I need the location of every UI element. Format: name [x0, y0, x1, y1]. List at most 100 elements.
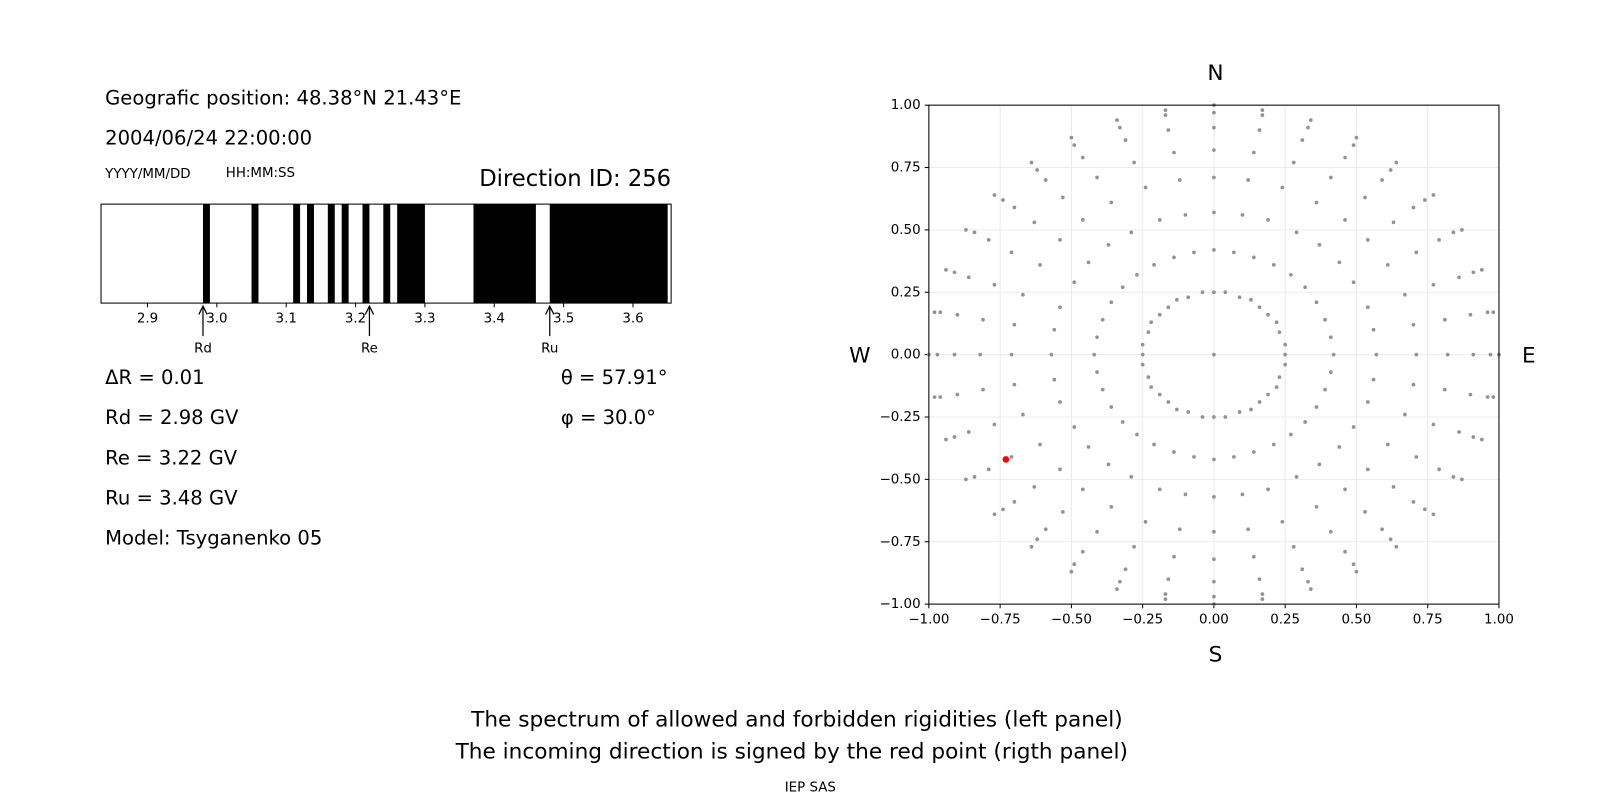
forbidden-band — [383, 204, 391, 304]
direction-point — [1212, 110, 1216, 115]
direction-point — [1431, 512, 1436, 517]
direction-point — [1172, 554, 1176, 559]
result: Re = 3.22 GV — [105, 446, 238, 469]
direction-point — [1095, 370, 1099, 374]
direction-point — [1271, 262, 1276, 267]
direction-point — [1351, 280, 1356, 285]
direction-point — [1314, 300, 1319, 305]
direction-point — [1300, 567, 1305, 572]
direction-point — [992, 512, 997, 517]
direction-point — [1212, 457, 1216, 462]
direction-point — [1257, 577, 1262, 582]
compass-label: N — [1207, 61, 1223, 86]
direction-point — [1060, 195, 1065, 200]
y-tick-label: 0.25 — [891, 285, 921, 300]
direction-point — [1086, 260, 1091, 265]
direction-point — [1354, 135, 1359, 140]
spectrum-frame — [100, 203, 672, 304]
caption: The spectrum of allowed and forbidden ri… — [470, 708, 1123, 733]
direction-point — [1457, 275, 1461, 280]
direction-point — [1351, 562, 1356, 567]
direction-point — [1237, 295, 1242, 300]
x-tick-label: −0.50 — [1051, 613, 1092, 628]
direction-point — [992, 282, 997, 287]
direction-point — [1172, 450, 1176, 454]
direction-point — [1323, 387, 1327, 392]
direction-point — [1277, 375, 1282, 379]
direction-point — [1212, 210, 1216, 215]
direction-point — [1291, 544, 1296, 549]
direction-point — [1109, 200, 1114, 205]
direction-point — [1086, 445, 1091, 449]
y-tick-label: 0.75 — [891, 161, 921, 176]
direction-point — [1212, 290, 1216, 295]
direction-point — [1192, 250, 1196, 255]
direction-point — [1212, 557, 1216, 562]
marker-label: Rd — [194, 341, 212, 356]
direction-point — [1166, 128, 1171, 132]
direction-point — [1351, 143, 1356, 147]
direction-point — [972, 475, 977, 479]
direction-point — [1260, 597, 1265, 601]
direction-point — [978, 352, 983, 357]
direction-point — [1257, 128, 1262, 132]
direction-point — [1365, 467, 1370, 472]
direction-point — [1491, 395, 1496, 399]
direction-point — [1117, 125, 1122, 130]
direction-point — [1012, 205, 1017, 210]
direction-point — [1445, 352, 1450, 357]
direction-point — [1283, 342, 1288, 347]
direction-point — [1246, 527, 1250, 532]
direction-point — [955, 312, 960, 317]
forbidden-band — [397, 204, 425, 304]
direction-point — [955, 392, 960, 397]
direction-point — [1260, 108, 1265, 112]
direction-point — [1283, 362, 1288, 367]
x-tick-label: 3.3 — [414, 312, 435, 327]
direction-point — [1166, 577, 1171, 582]
direction-point — [1109, 405, 1114, 409]
direction-point — [1468, 392, 1473, 397]
direction-point — [1388, 537, 1393, 542]
direction-point — [1266, 312, 1270, 317]
direction-point — [1422, 198, 1427, 202]
direction-point — [1032, 220, 1037, 225]
forbidden-band — [293, 204, 301, 304]
direction-point — [944, 267, 948, 272]
direction-point — [1132, 160, 1136, 165]
direction-point — [1237, 410, 1242, 414]
direction-point — [1001, 507, 1005, 512]
direction-point — [1080, 549, 1085, 554]
direction-point — [1323, 317, 1327, 322]
direction-point — [1251, 450, 1256, 454]
direction-point — [1451, 230, 1456, 235]
direction-point — [1266, 392, 1270, 397]
direction-point — [1123, 138, 1128, 142]
y-tick-label: 0.50 — [891, 223, 921, 238]
result: Ru = 3.48 GV — [105, 486, 238, 509]
direction-point — [1135, 272, 1139, 277]
direction-point — [1460, 228, 1464, 232]
direction-point — [1106, 243, 1111, 247]
direction-point — [944, 437, 948, 442]
direction-point — [1140, 352, 1145, 357]
direction-point — [1485, 395, 1490, 399]
direction-point — [1035, 168, 1040, 172]
direction-point — [1177, 178, 1182, 182]
direction-point — [1414, 455, 1419, 459]
x-tick-label: −1.00 — [908, 613, 949, 628]
direction-point — [1240, 492, 1245, 497]
direction-point — [1212, 248, 1216, 252]
direction-point — [1314, 405, 1319, 409]
direction-point — [1132, 544, 1136, 549]
direction-point — [1183, 492, 1188, 497]
direction-point — [1212, 529, 1216, 534]
direction-point — [1308, 587, 1313, 592]
direction-point — [1080, 487, 1085, 492]
direction-point — [1403, 292, 1407, 297]
direction-point — [1109, 504, 1114, 509]
direction-point — [1100, 387, 1105, 392]
direction-point — [1257, 400, 1262, 404]
direction-point — [1394, 160, 1399, 165]
direction-point — [1186, 410, 1191, 414]
